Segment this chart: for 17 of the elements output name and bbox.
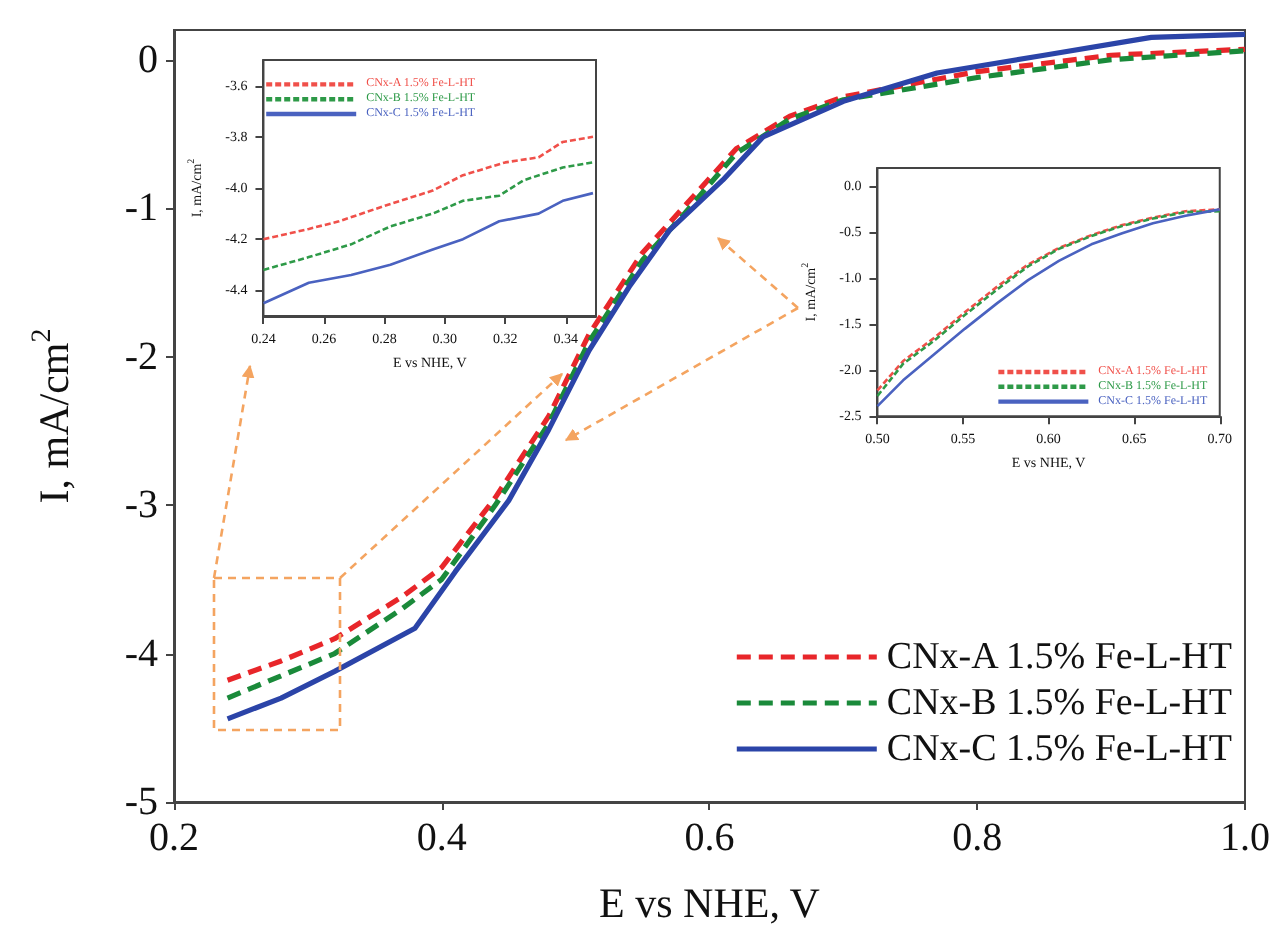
legend-label: CNx-C 1.5% Fe-L-HT: [886, 728, 1233, 770]
y-tick-label: 0: [138, 37, 158, 82]
y-axis-title: I, mA/cm2: [28, 328, 78, 504]
y-tick-label: -4: [124, 631, 158, 676]
line-series: [262, 135, 595, 241]
y-tick-label: -1: [124, 186, 158, 231]
line-series: [262, 191, 595, 305]
legend-label: CNx-B 1.5% Fe-L-HT: [886, 682, 1233, 724]
x-axis-title: E vs NHE, V: [599, 879, 820, 927]
x-tick-label: 0.8: [952, 816, 1003, 860]
x-tick-label: 0.4: [416, 816, 467, 860]
x-tick-label: 0.6: [684, 816, 735, 860]
line-series: [262, 161, 595, 272]
x-tick-label: 1.0: [1220, 816, 1270, 860]
y-tick-label: -2: [124, 334, 158, 379]
legend-label: CNx-A 1.5% Fe-L-HT: [886, 636, 1233, 678]
y-tick-label: -3: [124, 483, 158, 528]
